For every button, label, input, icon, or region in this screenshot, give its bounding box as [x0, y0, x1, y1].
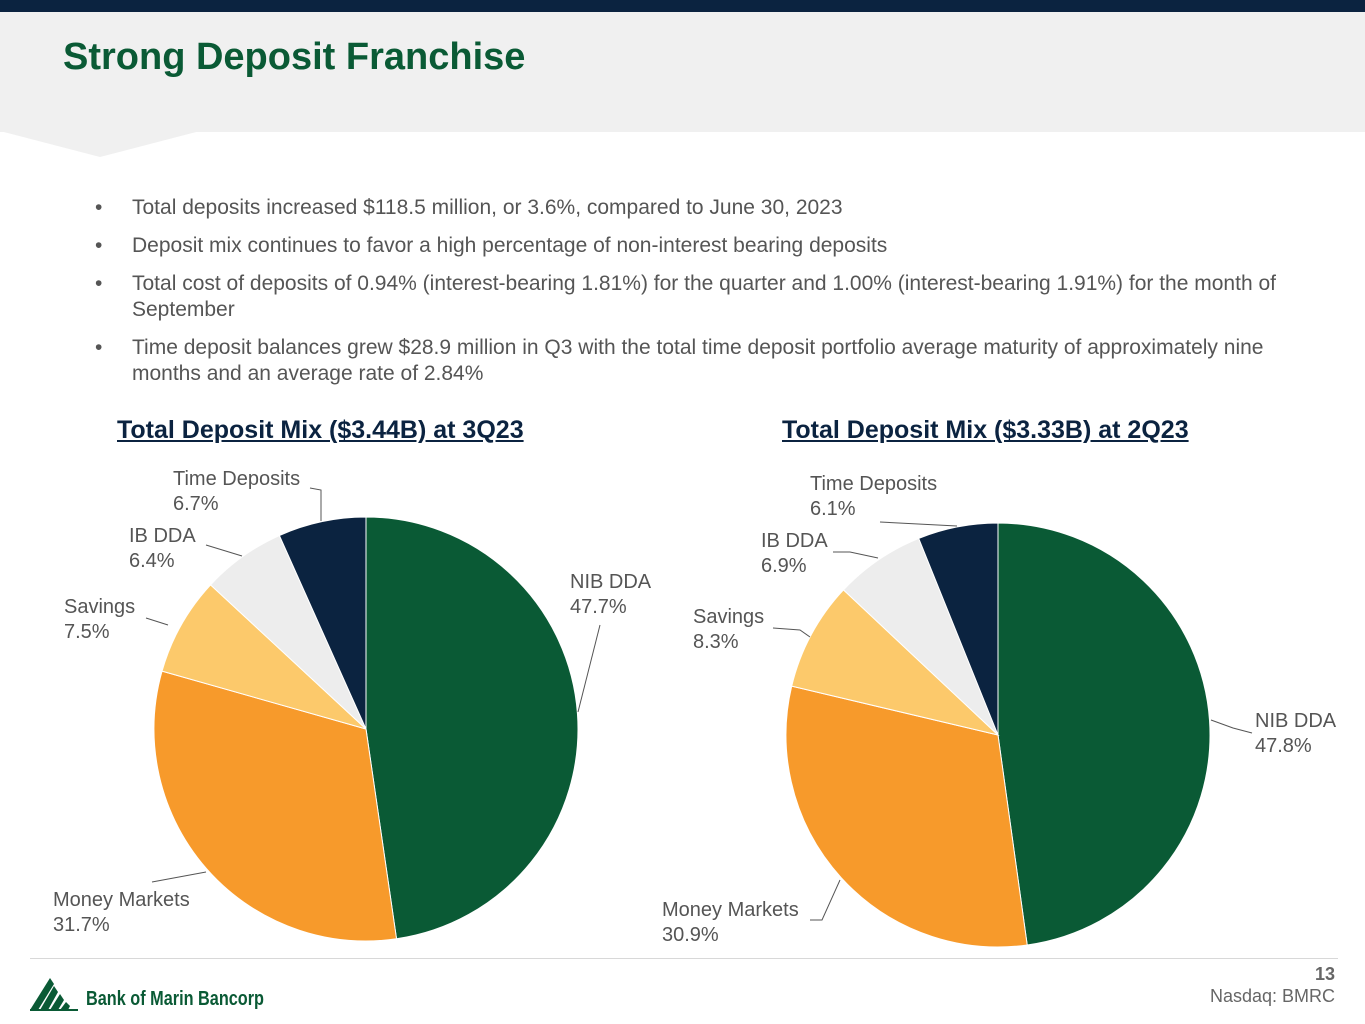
- slice-value-time-deposits: 6.7%: [173, 493, 219, 515]
- slice-label-money-markets: Money Markets: [53, 889, 190, 911]
- page-number: 13: [1314, 964, 1335, 984]
- leader-line: [205, 544, 243, 557]
- slice-label-money-markets: Money Markets: [662, 899, 799, 921]
- pie-slice-savings: [791, 589, 1000, 736]
- pie-slice-money-markets: [785, 685, 1028, 948]
- slice-value-nib-dda: 47.7%: [570, 596, 627, 618]
- title-tab: [0, 131, 200, 157]
- pie-slice-nib-dda: [997, 522, 1211, 946]
- chart-title-3q23: Total Deposit Mix ($3.44B) at 3Q23: [117, 416, 524, 444]
- bullet-dot: •: [95, 272, 103, 295]
- leader-line: [1210, 719, 1253, 734]
- leader-line: [145, 617, 169, 626]
- bullet-text: Total cost of deposits of 0.94% (interes…: [132, 272, 1276, 321]
- slice-value-nib-dda: 47.8%: [1255, 735, 1312, 757]
- bullet-list: • Total deposits increased $118.5 million…: [95, 195, 1325, 399]
- slice-value-money-markets: 31.7%: [53, 914, 110, 936]
- slice-value-time-deposits: 6.1%: [810, 498, 856, 520]
- slice-label-time-deposits: Time Deposits: [173, 468, 300, 490]
- bullet-dot: •: [95, 336, 103, 359]
- company-name: Bank of Marin Bancorp: [86, 988, 264, 1010]
- slice-label-nib-dda: NIB DDA: [1255, 710, 1337, 732]
- bullet-item: • Total cost of deposits of 0.94% (intere…: [95, 271, 1325, 323]
- bullet-item: • Deposit mix continues to favor a high p…: [95, 233, 1325, 259]
- leader-line: [151, 871, 207, 883]
- leader-line: [577, 624, 601, 713]
- slice-value-ib-dda: 6.9%: [761, 555, 807, 577]
- title-band: [0, 12, 1365, 132]
- bullet-dot: •: [95, 234, 103, 257]
- leader-line: [879, 521, 958, 527]
- bullet-dot: •: [95, 196, 103, 219]
- pie-slice-time-deposits: [278, 516, 367, 730]
- leader-line: [309, 487, 322, 521]
- slice-label-ib-dda: IB DDA: [761, 530, 828, 552]
- bank-logo: Bank of Marin Bancorp: [30, 978, 264, 1011]
- leader-line: [833, 551, 879, 559]
- slice-label-nib-dda: NIB DDA: [570, 571, 652, 593]
- slice-value-savings: 8.3%: [693, 631, 739, 653]
- slice-value-savings: 7.5%: [64, 621, 110, 643]
- bullet-text: Deposit mix continues to favor a high pe…: [132, 234, 888, 257]
- slice-label-ib-dda: IB DDA: [129, 525, 196, 547]
- bullet-item: • Time deposit balances grew $28.9 millio…: [95, 335, 1325, 387]
- bullet-item: • Total deposits increased $118.5 million…: [95, 195, 1325, 221]
- slice-label-savings: Savings: [693, 606, 764, 628]
- tree-icon: [30, 978, 78, 1011]
- pie-slice-money-markets: [153, 670, 398, 942]
- slice-value-ib-dda: 6.4%: [129, 550, 175, 572]
- leader-line: [772, 627, 811, 638]
- pie-slice-savings: [161, 584, 367, 730]
- slice-value-money-markets: 30.9%: [662, 924, 719, 946]
- footer-divider: [30, 958, 1338, 959]
- slice-label-savings: Savings: [64, 596, 135, 618]
- ticker-symbol: Nasdaq: BMRC: [1209, 986, 1335, 1006]
- chart-title-2q23: Total Deposit Mix ($3.33B) at 2Q23: [782, 416, 1189, 444]
- leader-line: [810, 879, 841, 921]
- pie-slice-time-deposits: [918, 522, 999, 736]
- bullet-text: Total deposits increased $118.5 million,…: [132, 196, 843, 219]
- bullet-text: Time deposit balances grew $28.9 million…: [132, 336, 1264, 385]
- slice-label-time-deposits: Time Deposits: [810, 473, 937, 495]
- pie-slice-nib-dda: [365, 516, 579, 940]
- top-bar: [0, 0, 1365, 12]
- page-title: Strong Deposit Franchise: [63, 36, 526, 78]
